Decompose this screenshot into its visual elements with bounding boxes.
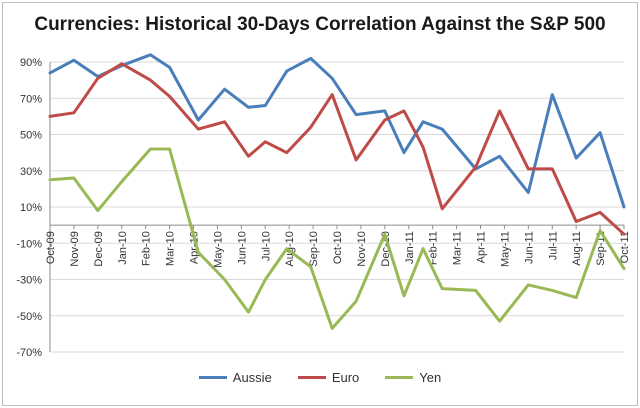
x-tick-label: Apr-11 — [476, 231, 488, 263]
legend-item-yen: Yen — [385, 370, 441, 385]
legend-label-aussie: Aussie — [232, 370, 272, 385]
y-tick-label: -10% — [16, 238, 42, 250]
x-tick-label: Aug-11 — [571, 231, 583, 266]
x-tick-label: Jun-11 — [523, 231, 535, 264]
legend-swatch-aussie — [198, 376, 227, 379]
y-tick-label: 90% — [20, 57, 42, 69]
legend-swatch-yen — [385, 376, 414, 379]
x-tick-label: Aug-10 — [284, 231, 296, 266]
legend-label-yen: Yen — [419, 370, 442, 385]
series-line-aussie — [48, 53, 626, 209]
x-tick-label: Apr-10 — [189, 231, 201, 264]
y-tick-label: 30% — [20, 166, 42, 178]
legend-item-aussie: Aussie — [198, 370, 272, 385]
x-tick-label: Jul-10 — [260, 231, 272, 261]
x-tick-label: Dec-09 — [93, 231, 105, 266]
chart-title: Currencies: Historical 30-Days Correlati… — [34, 14, 606, 35]
x-tick-label: Feb-10 — [141, 231, 153, 266]
legend-swatch-euro — [297, 376, 326, 379]
x-tick-label: Mar-11 — [452, 231, 464, 265]
x-tick-label: Sep-10 — [308, 231, 320, 266]
x-tick-label: Nov-09 — [69, 231, 81, 266]
y-tick-label: 10% — [20, 202, 42, 214]
chart-legend: Aussie Euro Yen — [0, 370, 640, 385]
y-tick-label: 50% — [20, 130, 42, 142]
y-tick-label: -50% — [16, 311, 42, 323]
legend-item-euro: Euro — [297, 370, 360, 385]
series-line-euro — [48, 62, 626, 236]
legend-label-euro: Euro — [331, 370, 360, 385]
x-tick-label: Oct-10 — [332, 231, 344, 264]
x-tick-label: Mar-10 — [165, 231, 177, 266]
y-tick-label: -70% — [16, 347, 42, 359]
x-tick-label: Oct-11 — [619, 231, 631, 263]
x-tick-label: Nov-10 — [356, 231, 368, 266]
x-tick-label: May-11 — [499, 231, 511, 267]
x-tick-label: Jul-11 — [547, 231, 559, 260]
x-tick-label: Feb-11 — [428, 231, 440, 265]
x-tick-label: Oct-09 — [45, 231, 57, 264]
x-tick-label: May-10 — [212, 231, 224, 268]
y-tick-label: 70% — [20, 93, 42, 105]
y-tick-label: -30% — [16, 275, 42, 287]
series-line-yen — [48, 147, 626, 330]
x-tick-label: Jan-11 — [404, 231, 416, 264]
x-tick-label: Jun-10 — [236, 231, 248, 265]
x-tick-label: Jan-10 — [117, 231, 129, 265]
